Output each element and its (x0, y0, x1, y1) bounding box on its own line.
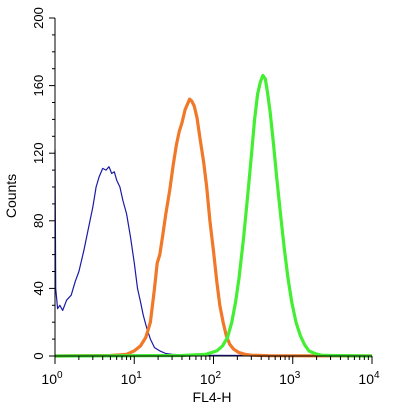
y-tick-label: 80 (31, 214, 46, 228)
y-tick-label: 160 (31, 75, 46, 97)
x-tick-label: 100 (41, 370, 63, 387)
y-tick-label: 40 (31, 281, 46, 295)
y-tick-label: 0 (31, 352, 46, 359)
series-line-3 (54, 73, 373, 358)
x-tick-label: 102 (200, 370, 222, 387)
ticks-layer: 100 101 102 103 104 0 40 80 120 160 200 (31, 7, 380, 387)
series-layer (54, 73, 373, 358)
axes-layer (54, 18, 372, 357)
x-axis-label: FL4-H (193, 389, 232, 405)
series-line-2 (54, 97, 373, 358)
y-tick-label: 200 (31, 7, 46, 29)
y-tick-label: 120 (31, 142, 46, 164)
y-axis-label: Counts (3, 174, 19, 218)
series-line-1 (54, 149, 373, 357)
x-tick-label: 103 (279, 370, 301, 387)
x-tick-label: 101 (121, 370, 143, 387)
x-tick-label: 104 (358, 370, 380, 387)
